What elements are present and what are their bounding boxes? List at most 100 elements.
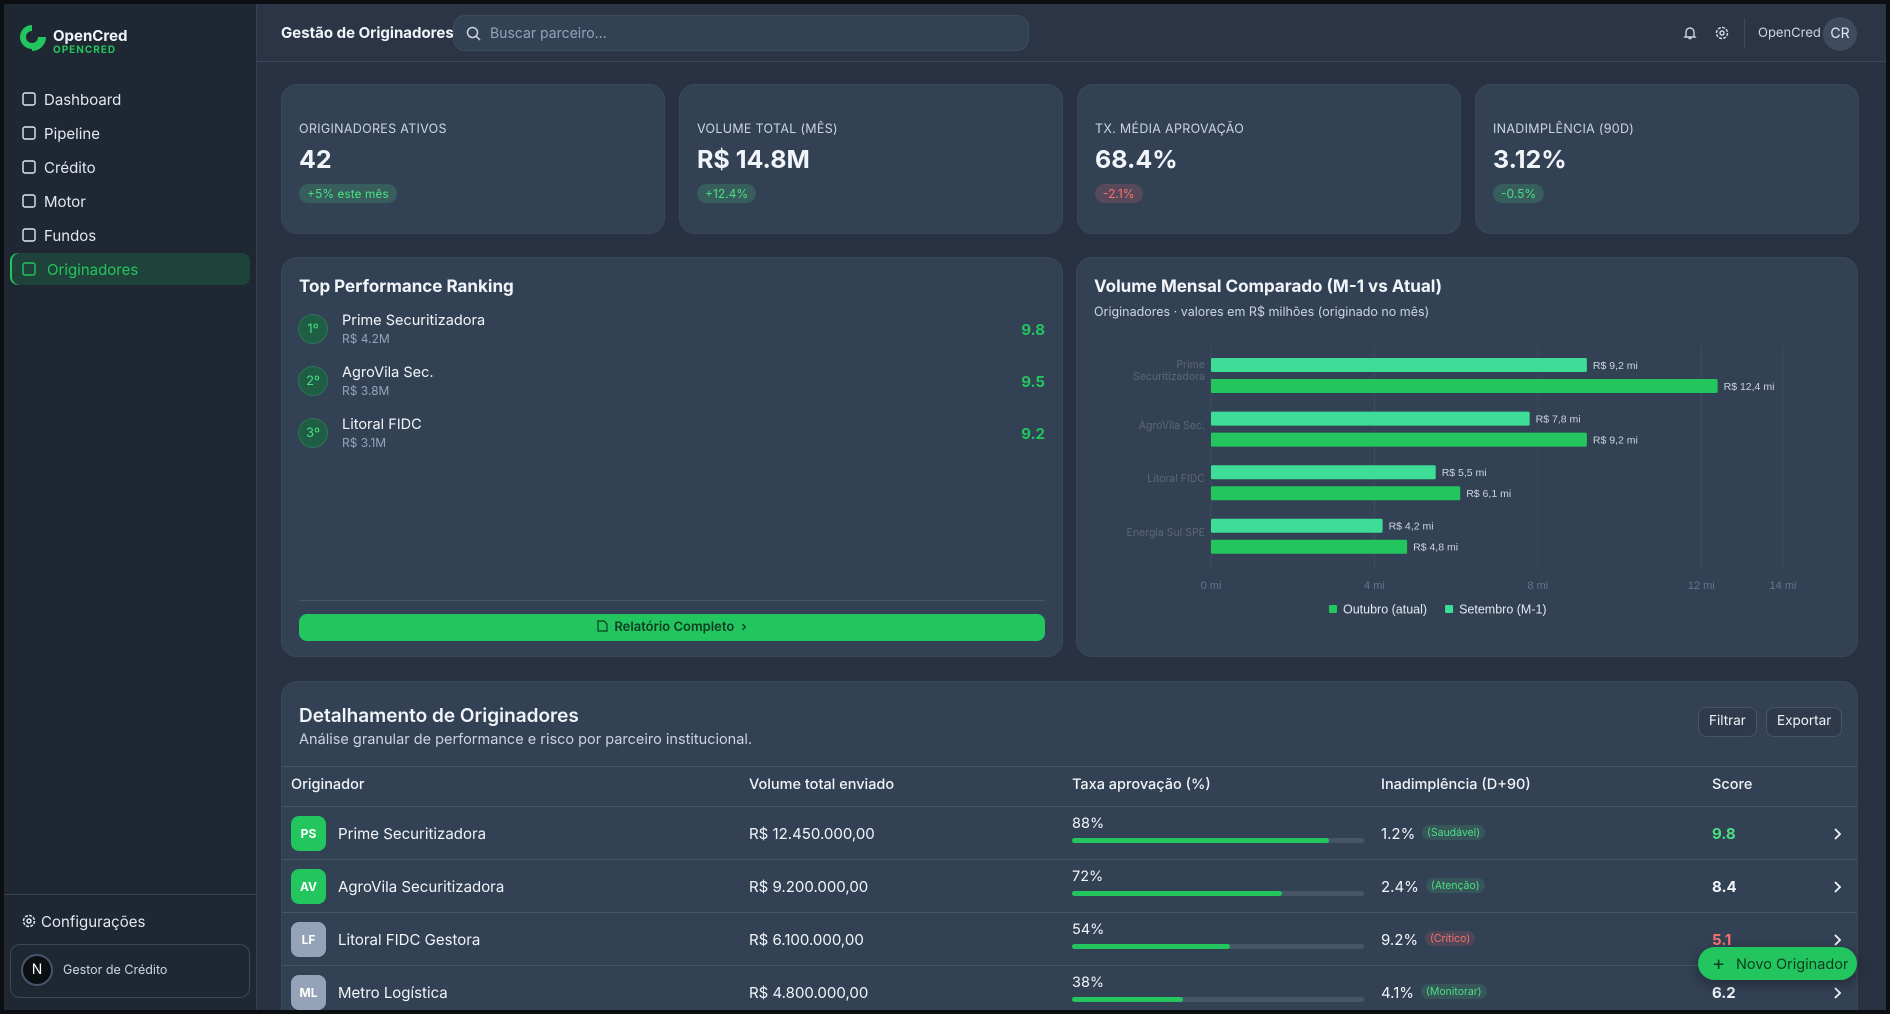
- chart-card: Volume Mensal Comparado (M-1 vs Atual) O…: [1076, 257, 1858, 657]
- row-name: AgroVila Securitizadora: [338, 877, 505, 896]
- row-name: Metro Logística: [338, 983, 448, 1002]
- x-tick-label: 14 mi: [1770, 580, 1797, 592]
- table-title: Detalhamento de Originadores: [299, 704, 579, 727]
- nav-item[interactable]: Pipeline: [10, 117, 250, 149]
- kpi-delta: -2.1%: [1095, 184, 1143, 203]
- kpi-delta: -0.5%: [1493, 184, 1545, 203]
- bar: [1211, 465, 1436, 480]
- table-row[interactable]: ML Metro Logística R$ 4.800.000,00 38% 4.1% (…: [282, 966, 1857, 1010]
- nav-icon: [22, 92, 36, 106]
- table-subtitle: Análise granular de performance e risco …: [299, 731, 753, 748]
- status-pill: (Crítico): [1425, 931, 1476, 946]
- kpi-value: 3.12%: [1493, 145, 1567, 175]
- approval-bar: [1072, 891, 1283, 896]
- x-tick-label: 0 mi: [1201, 580, 1222, 592]
- kpi-card: INADIMPLÊNCIA (90D) 3.12% -0.5%: [1475, 84, 1859, 234]
- value-label: R$ 7,8 mi: [1536, 413, 1581, 425]
- row-avatar: ML: [291, 975, 326, 1010]
- new-originator-button[interactable]: + Novo Originador: [1698, 947, 1857, 980]
- legend-swatch: [1445, 605, 1454, 613]
- gear-icon[interactable]: [1714, 25, 1730, 41]
- kpi-value: 68.4%: [1095, 145, 1178, 175]
- rank-badge: 3º: [298, 418, 328, 448]
- bar: [1211, 358, 1587, 372]
- search-box[interactable]: Buscar parceiro...: [453, 15, 1029, 51]
- y-tick-label: Prime Securitizadora: [1133, 358, 1205, 383]
- user-box[interactable]: N Gestor de Crédito: [10, 944, 250, 998]
- settings-icon: [22, 914, 36, 928]
- table-row[interactable]: PS Prime Securitizadora R$ 12.450.000,00 88…: [282, 807, 1857, 860]
- kpi-delta: +5% este mês: [299, 184, 397, 203]
- x-tick-label: 8 mi: [1527, 580, 1548, 592]
- divider: [4, 894, 256, 895]
- nav-icon: [22, 194, 36, 208]
- logo: [20, 25, 46, 51]
- nav-label: Pipeline: [44, 124, 101, 143]
- kpi-label: VOLUME TOTAL (MÊS): [697, 122, 838, 137]
- kpi-delta: +12.4%: [697, 184, 757, 203]
- status-pill: (Monitorar): [1421, 984, 1487, 999]
- bell-icon[interactable]: [1682, 25, 1698, 41]
- report-button[interactable]: Relatório Completo ›: [299, 614, 1045, 641]
- value-label: R$ 9,2 mi: [1593, 434, 1638, 446]
- search-placeholder: Buscar parceiro...: [490, 25, 607, 42]
- status-pill: (Saudável): [1422, 825, 1486, 840]
- kpi-value: R$ 14.8M: [697, 145, 810, 175]
- y-tick-label: Energia Sul SPE: [1126, 525, 1205, 539]
- table-row[interactable]: AV AgroVila Securitizadora R$ 9.200.000,00…: [282, 860, 1857, 913]
- table-row[interactable]: LF Litoral FIDC Gestora R$ 6.100.000,00 54%…: [282, 913, 1857, 966]
- table-action[interactable]: Filtrar: [1698, 707, 1757, 737]
- row-name: Prime Securitizadora: [338, 824, 487, 843]
- nav-icon: [22, 262, 36, 276]
- chevron: [1834, 987, 1842, 999]
- nav-label: Dashboard: [44, 90, 122, 109]
- row-volume: R$ 4.800.000,00: [749, 983, 869, 1002]
- nav-item[interactable]: Motor: [10, 185, 250, 217]
- kpi-label: INADIMPLÊNCIA (90D): [1493, 122, 1635, 137]
- column-header: Taxa aprovação (%): [1072, 776, 1211, 793]
- app: OpenCred OPENCRED Dashboard Pipeline Crédi…: [4, 4, 1886, 1010]
- rank-score: 9.8: [1021, 320, 1045, 339]
- y-tick-label: AgroVila Sec.: [1138, 418, 1205, 432]
- score: 8.4: [1712, 877, 1737, 896]
- divider: [1744, 18, 1745, 48]
- nav-label: Motor: [44, 192, 86, 211]
- value-label: R$ 4,2 mi: [1389, 521, 1434, 533]
- user-avatar: N: [21, 954, 53, 986]
- settings-link[interactable]: Configurações: [41, 912, 146, 931]
- nav-item[interactable]: Fundos: [10, 219, 250, 251]
- ranking-card: Top Performance Ranking Relatório Comple…: [281, 257, 1063, 657]
- account-name: OpenCred: [1758, 25, 1821, 41]
- nav-item[interactable]: Dashboard: [10, 83, 250, 115]
- chevron: [1834, 881, 1842, 893]
- column-header: Originador: [291, 776, 365, 793]
- column-header: Volume total enviado: [749, 776, 895, 793]
- kpi-card: VOLUME TOTAL (MÊS) R$ 14.8M +12.4%: [679, 84, 1063, 234]
- nav-item[interactable]: Crédito: [10, 151, 250, 183]
- account-avatar[interactable]: CR: [1823, 17, 1857, 51]
- score: 6.2: [1712, 983, 1736, 1002]
- approval-bar: [1072, 997, 1183, 1002]
- user-name: Gestor de Crédito: [63, 963, 168, 978]
- bar: [1211, 518, 1383, 533]
- approval-label: 38%: [1072, 974, 1105, 991]
- chart-title: Volume Mensal Comparado (M-1 vs Atual): [1094, 277, 1443, 297]
- chart-subtitle: Originadores · valores em R$ milhões (or…: [1094, 305, 1430, 320]
- table-card: Detalhamento de Originadores Análise gra…: [281, 681, 1858, 1010]
- default-rate: 4.1%: [1381, 983, 1415, 1002]
- divider: [299, 600, 1045, 601]
- chevron: [1834, 828, 1842, 840]
- row-volume: R$ 9.200.000,00: [749, 877, 869, 896]
- approval-label: 88%: [1072, 815, 1105, 832]
- table-header: [282, 766, 1857, 807]
- default-rate: 1.2%: [1381, 824, 1416, 843]
- nav-item[interactable]: Originadores: [10, 253, 250, 285]
- approval-track: [1072, 997, 1364, 1002]
- rank-name: AgroVila Sec.: [342, 364, 434, 381]
- table-action[interactable]: Exportar: [1766, 707, 1843, 737]
- value-label: R$ 9,2 mi: [1593, 360, 1638, 372]
- sidebar: OpenCred OPENCRED Dashboard Pipeline Crédi…: [4, 4, 257, 1010]
- kpi-card: TX. MÉDIA APROVAÇÃO 68.4% -2.1%: [1077, 84, 1461, 234]
- bar: [1211, 432, 1587, 447]
- x-tick-label: 4 mi: [1364, 580, 1385, 592]
